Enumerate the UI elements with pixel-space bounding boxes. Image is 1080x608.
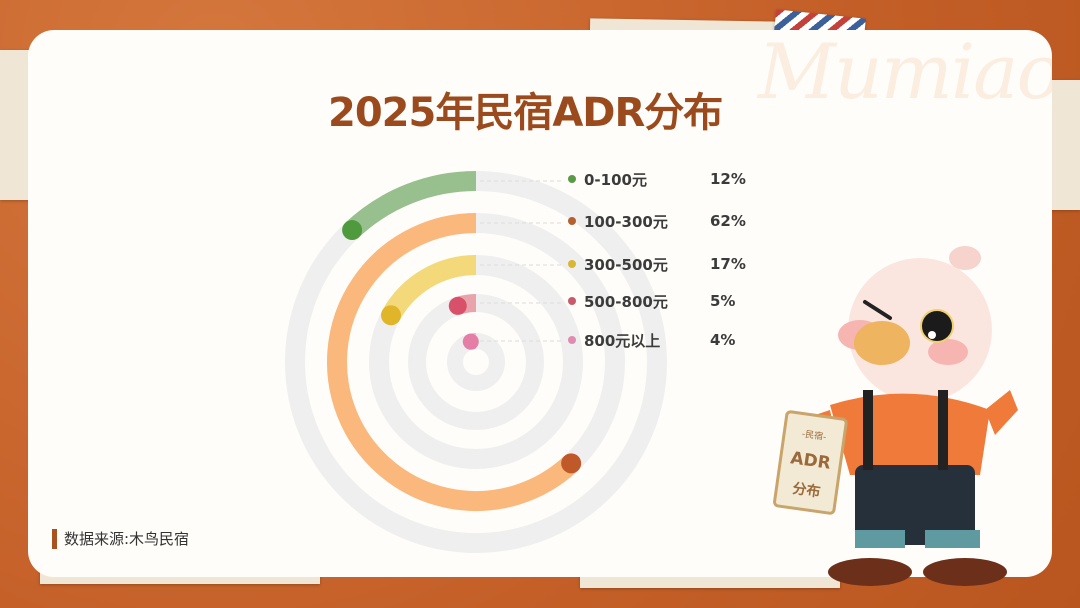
source-accent-bar <box>52 528 57 549</box>
page-title: 2025年民宿ADR分布 <box>328 90 723 136</box>
legend-label: 0-100元 <box>584 170 647 189</box>
legend-value: 12% <box>710 170 746 188</box>
legend-label: 100-300元 <box>584 212 668 231</box>
legend-item: 300-500元 17% <box>568 254 746 274</box>
arc-end-dot <box>448 296 467 315</box>
arc-end-dot <box>380 305 401 326</box>
data-source: 数据来源:木鸟民宿 <box>52 528 189 549</box>
watermark-logo: Mumiao <box>758 30 1052 116</box>
track-ring <box>408 294 544 430</box>
radial-bar-chart <box>285 171 667 553</box>
arc-bar <box>327 213 578 511</box>
arc-end-dot <box>561 453 582 474</box>
arc-end-dot <box>462 333 479 350</box>
legend-dot <box>568 260 576 268</box>
sign-bottom-text: 分布 <box>791 480 821 501</box>
legend-dot <box>568 336 576 344</box>
legend-value: 4% <box>710 331 736 349</box>
legend-value: 17% <box>710 255 746 273</box>
paper-decoration <box>1050 80 1080 210</box>
legend-item: 0-100元 12% <box>568 169 746 189</box>
paper-decoration <box>0 50 30 200</box>
mascot-illustration: -民宿- ADR 分布 <box>773 246 1018 586</box>
sign-top-text: -民宿- <box>801 428 827 443</box>
legend-dot <box>568 297 576 305</box>
arc-end-dot <box>342 220 363 241</box>
legend-dot <box>568 175 576 183</box>
legend-label: 300-500元 <box>584 255 668 274</box>
source-text: 数据来源:木鸟民宿 <box>64 530 190 548</box>
legend-value: 5% <box>710 292 736 310</box>
legend-value: 62% <box>710 212 746 230</box>
legend-label: 500-800元 <box>584 292 668 311</box>
legend-label: 800元以上 <box>584 331 661 350</box>
legend-item: 100-300元 62% <box>568 211 746 231</box>
legend-item: 800元以上 4% <box>568 330 735 350</box>
legend-dot <box>568 217 576 225</box>
legend-item: 500-800元 5% <box>568 291 735 311</box>
arc-bar <box>382 255 477 321</box>
arc-bar <box>345 171 477 238</box>
